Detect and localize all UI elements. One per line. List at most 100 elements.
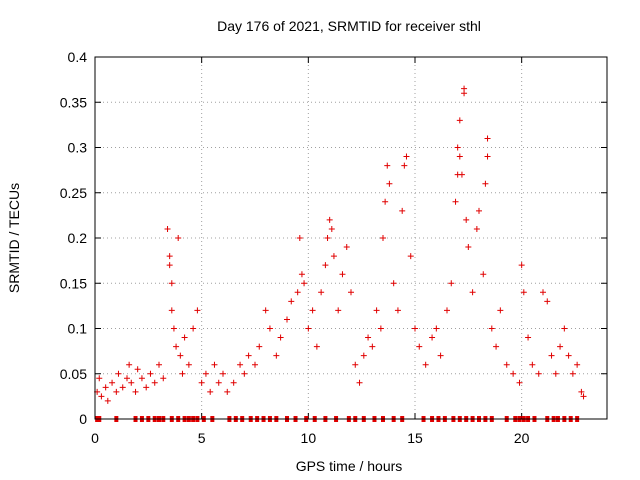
data-point xyxy=(296,235,303,241)
x-tick-label: 5 xyxy=(198,430,206,446)
x-axis-label: GPS time / hours xyxy=(296,458,403,474)
y-tick-label: 0.15 xyxy=(60,275,87,291)
data-point xyxy=(516,379,523,386)
x-tick-label: 10 xyxy=(301,430,317,446)
data-point xyxy=(339,271,346,278)
data-point xyxy=(237,361,244,368)
data-point xyxy=(147,370,154,377)
data-point xyxy=(529,361,536,368)
data-point xyxy=(194,307,201,314)
data-point xyxy=(382,198,389,205)
data-point xyxy=(452,198,459,205)
data-point xyxy=(151,379,158,386)
data-series-srmtid xyxy=(94,85,587,404)
data-point xyxy=(454,144,461,151)
data-point xyxy=(458,171,465,178)
data-point xyxy=(343,244,350,251)
data-point xyxy=(473,225,480,232)
data-point xyxy=(412,325,418,332)
data-point xyxy=(230,379,237,386)
data-point xyxy=(252,361,258,368)
data-point xyxy=(352,361,359,368)
data-point xyxy=(309,307,316,314)
data-point xyxy=(266,325,273,332)
data-point xyxy=(437,352,444,359)
data-point xyxy=(198,379,205,386)
data-point xyxy=(394,307,401,314)
data-point xyxy=(448,280,455,287)
data-point xyxy=(104,397,111,404)
data-point xyxy=(181,334,188,341)
data-point xyxy=(298,271,305,278)
data-point xyxy=(444,307,450,314)
data-point xyxy=(166,262,173,269)
y-tick-label: 0.35 xyxy=(60,94,87,110)
data-point xyxy=(548,352,555,359)
x-tick-label: 20 xyxy=(514,430,530,446)
data-point xyxy=(168,307,175,314)
data-point xyxy=(476,207,482,214)
data-point xyxy=(138,375,145,382)
data-point xyxy=(215,379,222,386)
data-point xyxy=(348,289,354,296)
data-point xyxy=(544,298,551,305)
data-point xyxy=(262,307,269,314)
data-point xyxy=(510,370,517,377)
data-point xyxy=(469,289,476,296)
data-point xyxy=(288,298,295,305)
data-point xyxy=(175,235,182,241)
data-point xyxy=(177,352,184,359)
data-point xyxy=(465,244,472,251)
data-point xyxy=(482,180,489,187)
data-point xyxy=(578,388,585,395)
data-point xyxy=(284,316,290,323)
data-point xyxy=(360,352,367,359)
x-axis-ticks: 0 5 10 15 20 xyxy=(91,57,530,446)
data-point xyxy=(277,334,284,341)
data-point xyxy=(356,379,363,386)
data-point xyxy=(305,325,312,332)
data-point xyxy=(525,334,532,341)
data-point xyxy=(185,361,192,368)
data-point xyxy=(569,370,576,377)
data-point xyxy=(386,180,393,187)
data-point xyxy=(399,207,406,214)
data-point xyxy=(143,384,150,391)
data-point xyxy=(540,289,546,296)
data-point xyxy=(126,361,133,368)
data-point xyxy=(109,379,116,386)
data-point xyxy=(480,271,487,278)
data-point xyxy=(456,117,463,124)
data-point xyxy=(207,388,214,395)
data-point xyxy=(484,153,491,160)
x-tick-label: 0 xyxy=(91,430,99,446)
data-point xyxy=(156,361,162,368)
data-point xyxy=(134,366,141,373)
data-point xyxy=(429,334,436,341)
data-point xyxy=(380,235,386,241)
data-point xyxy=(273,352,280,359)
data-point xyxy=(164,225,171,232)
data-point xyxy=(124,375,130,382)
data-point xyxy=(301,280,308,287)
data-point xyxy=(328,225,335,232)
data-point xyxy=(160,375,167,382)
data-point xyxy=(503,361,510,368)
x-tick-label: 15 xyxy=(407,430,423,446)
data-point xyxy=(190,325,197,332)
data-point xyxy=(294,289,301,296)
data-point xyxy=(488,325,495,332)
plot-frame xyxy=(94,56,608,420)
data-point xyxy=(202,370,209,377)
data-point xyxy=(433,325,440,332)
grid-lines xyxy=(95,57,607,419)
data-point xyxy=(373,307,380,314)
data-point xyxy=(211,361,218,368)
data-point xyxy=(497,307,504,314)
data-point xyxy=(96,375,103,382)
data-point xyxy=(493,343,500,350)
y-axis-ticks: 0 0.05 0.1 0.15 0.2 0.25 0.3 0.35 0.4 xyxy=(60,49,607,427)
y-axis-label: SRMTID / TECUs xyxy=(6,183,22,293)
data-point xyxy=(245,352,252,359)
data-point xyxy=(377,325,384,332)
